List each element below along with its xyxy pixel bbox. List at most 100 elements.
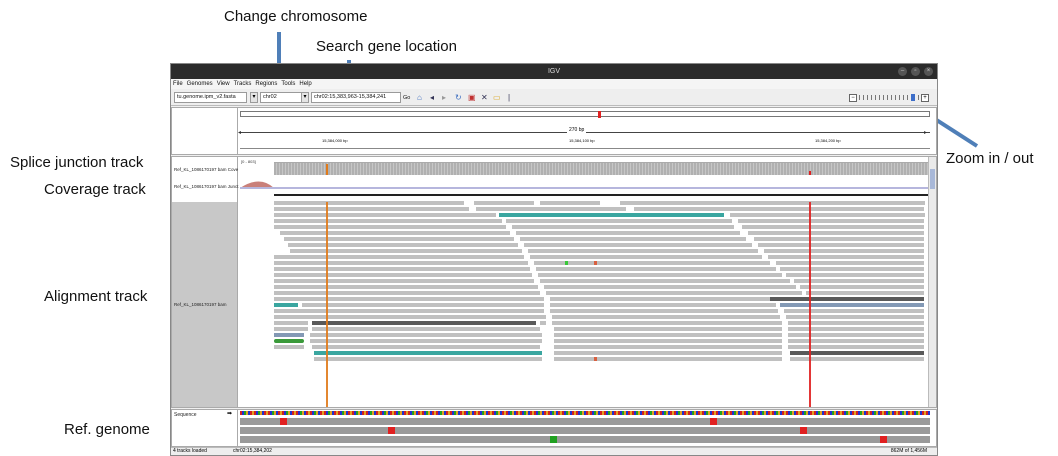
- read[interactable]: [554, 327, 782, 331]
- read[interactable]: [800, 285, 924, 289]
- chromosome-dropdown-icon[interactable]: ▾: [301, 92, 309, 103]
- menu-tools[interactable]: Tools: [281, 81, 296, 87]
- read[interactable]: [634, 207, 924, 211]
- maximize-icon[interactable]: ▫: [911, 67, 920, 76]
- read[interactable]: [552, 321, 782, 325]
- read[interactable]: [512, 225, 734, 229]
- go-button[interactable]: Go: [403, 95, 411, 101]
- read-green[interactable]: [274, 339, 304, 343]
- read[interactable]: [274, 285, 538, 289]
- read-blue[interactable]: [274, 333, 304, 337]
- menu-help[interactable]: Help: [299, 81, 312, 87]
- read[interactable]: [742, 225, 924, 229]
- zoom-in-icon[interactable]: +: [921, 93, 929, 102]
- read[interactable]: [274, 207, 469, 211]
- read[interactable]: [730, 213, 925, 217]
- read[interactable]: [312, 345, 540, 349]
- read[interactable]: [788, 321, 924, 325]
- read[interactable]: [302, 303, 544, 307]
- read[interactable]: [312, 327, 540, 331]
- read[interactable]: [274, 309, 544, 313]
- read[interactable]: [520, 237, 746, 241]
- read[interactable]: [786, 315, 924, 319]
- back-icon[interactable]: ◂: [430, 93, 435, 102]
- read[interactable]: [274, 321, 308, 325]
- read[interactable]: [290, 249, 522, 253]
- read[interactable]: [274, 219, 502, 223]
- zoom-out-icon[interactable]: −: [849, 93, 857, 102]
- read[interactable]: [554, 339, 782, 343]
- read[interactable]: [476, 207, 626, 211]
- read[interactable]: [554, 333, 782, 337]
- minimize-icon[interactable]: –: [898, 67, 907, 76]
- read[interactable]: [536, 267, 776, 271]
- strand-arrow-icon[interactable]: ➡: [227, 411, 233, 417]
- genome-dropdown-icon[interactable]: ▾: [250, 92, 258, 103]
- read[interactable]: [554, 351, 782, 355]
- read[interactable]: [784, 309, 924, 313]
- read[interactable]: [550, 297, 806, 301]
- read[interactable]: [806, 291, 924, 295]
- read[interactable]: [554, 345, 782, 349]
- read[interactable]: [788, 333, 924, 337]
- read[interactable]: [538, 273, 782, 277]
- read[interactable]: [780, 267, 924, 271]
- read[interactable]: [768, 255, 924, 259]
- read[interactable]: [738, 219, 924, 223]
- read[interactable]: [790, 357, 924, 361]
- read[interactable]: [274, 279, 534, 283]
- sequence-track-label[interactable]: Sequence: [174, 412, 197, 418]
- read[interactable]: [620, 201, 925, 205]
- read[interactable]: [764, 249, 924, 253]
- ruler-icon[interactable]: |: [508, 93, 511, 102]
- read[interactable]: [546, 291, 802, 295]
- home-icon[interactable]: ⌂: [417, 93, 422, 102]
- read[interactable]: [794, 279, 924, 283]
- junction-track-label[interactable]: Ref_KL_1086170197 bam Junct: [174, 184, 239, 189]
- read[interactable]: [274, 213, 496, 217]
- menu-genomes[interactable]: Genomes: [186, 81, 213, 87]
- splice-junction-arc[interactable]: [240, 177, 930, 189]
- read[interactable]: [516, 231, 740, 235]
- alignment-track-label[interactable]: Ref_KL_1086170197 bam: [174, 302, 227, 307]
- read[interactable]: [274, 291, 540, 295]
- read[interactable]: [758, 243, 924, 247]
- menu-file[interactable]: File: [173, 81, 183, 87]
- alignment-reads[interactable]: [240, 199, 930, 405]
- menu-view[interactable]: View: [216, 81, 230, 87]
- read-dark[interactable]: [312, 321, 536, 325]
- read[interactable]: [786, 273, 924, 277]
- read[interactable]: [554, 357, 782, 361]
- coverage-histogram[interactable]: [274, 162, 930, 175]
- read[interactable]: [540, 201, 600, 205]
- read[interactable]: [274, 267, 530, 271]
- locus-search-input[interactable]: chr02:15,383,963-15,384,241: [311, 92, 401, 103]
- coverage-track-label[interactable]: Ref_KL_1086170197 bam Cove: [174, 167, 239, 172]
- read[interactable]: [274, 273, 532, 277]
- read[interactable]: [288, 243, 518, 247]
- menu-tracks[interactable]: Tracks: [233, 81, 252, 87]
- read[interactable]: [534, 261, 770, 265]
- forward-icon[interactable]: ▸: [442, 93, 447, 102]
- read[interactable]: [274, 327, 308, 331]
- read[interactable]: [274, 225, 506, 229]
- read[interactable]: [474, 201, 534, 205]
- read[interactable]: [310, 339, 542, 343]
- read[interactable]: [314, 357, 542, 361]
- menu-regions[interactable]: Regions: [255, 81, 278, 87]
- read[interactable]: [274, 261, 528, 265]
- refresh-icon[interactable]: ↻: [455, 93, 462, 102]
- read-teal[interactable]: [314, 351, 542, 355]
- read[interactable]: [540, 279, 790, 283]
- chromosome-ideogram[interactable]: [240, 111, 930, 117]
- vertical-scrollbar[interactable]: [928, 157, 936, 407]
- chromosome-select[interactable]: chr02: [260, 92, 302, 103]
- read[interactable]: [748, 231, 924, 235]
- scrollbar-thumb[interactable]: [930, 169, 935, 189]
- region-icon[interactable]: ▣: [468, 93, 476, 102]
- read[interactable]: [274, 297, 544, 301]
- read[interactable]: [754, 237, 924, 241]
- clear-icon[interactable]: ✕: [481, 93, 488, 102]
- read[interactable]: [274, 315, 546, 319]
- read[interactable]: [788, 327, 924, 331]
